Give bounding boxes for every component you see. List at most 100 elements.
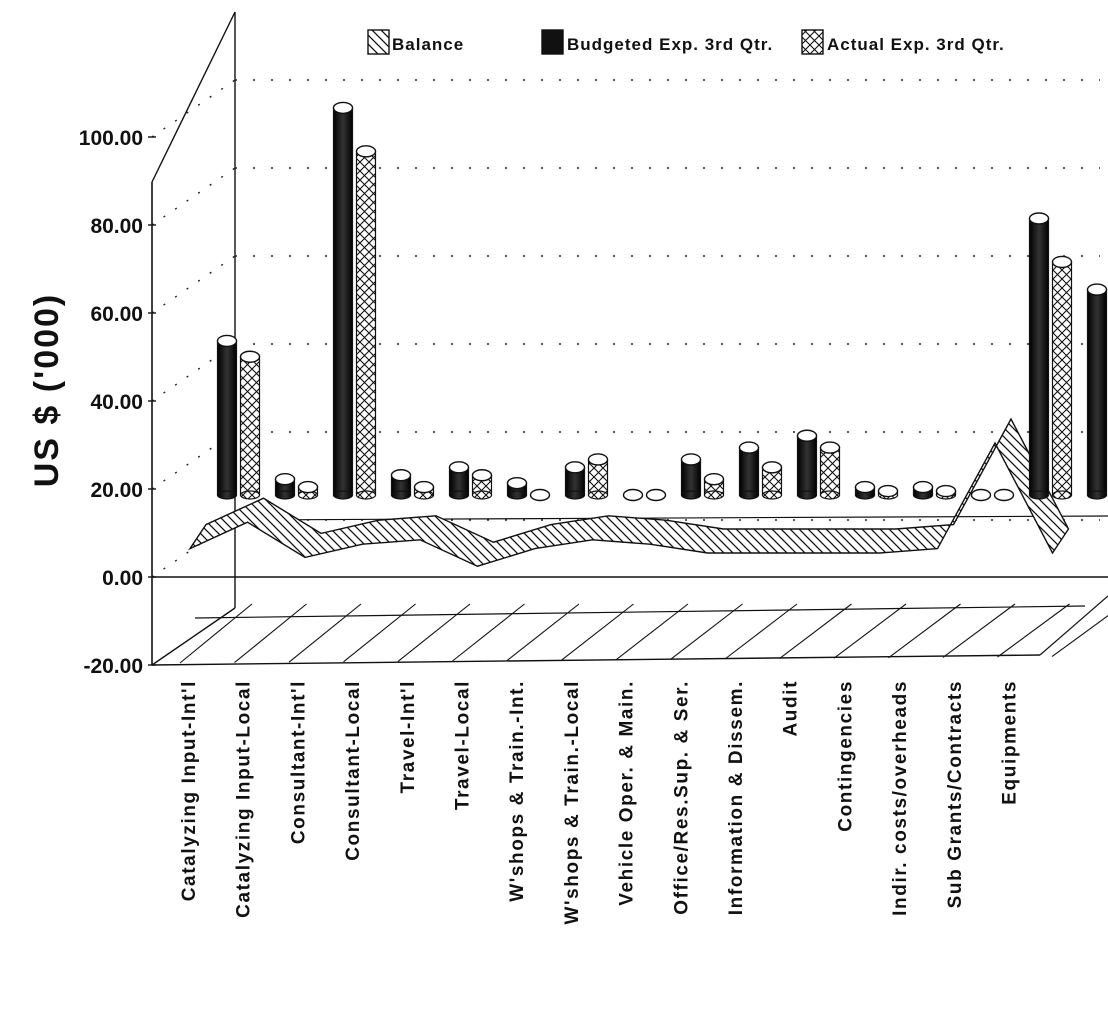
actual-bar-11-cap: [877, 484, 899, 498]
budgeted-bar-10-base: [796, 490, 818, 500]
actual-bar-12-cap: [935, 484, 957, 498]
actual-bar-10: [819, 441, 841, 500]
budgeted-bar-11: [854, 480, 876, 500]
actual-bar-2-body: [355, 150, 377, 496]
budgeted-bar-5-base: [506, 490, 528, 500]
budgeted-bar-15-body: [1086, 289, 1108, 496]
y-tick-label: 60.00: [90, 303, 143, 326]
budgeted-bar-2-cap: [332, 101, 354, 115]
budgeted-bar-2-body: [332, 107, 354, 496]
actual-bar-2-base: [355, 490, 377, 500]
floor-divider: [833, 603, 907, 659]
floor-divider: [670, 603, 743, 660]
budgeted-bar-10-cap: [796, 429, 818, 442]
legend-swatch-budgeted: [541, 29, 564, 55]
budgeted-bar-3-cap: [390, 469, 412, 482]
budgeted-bar-14-cap: [1028, 212, 1050, 225]
budgeted-bar-8-base: [680, 490, 702, 500]
floor-mid-edge: [194, 605, 1086, 619]
x-tick-label: Information & Dissem.: [726, 680, 747, 915]
budgeted-bar-13: [970, 488, 992, 502]
actual-bar-10-cap: [819, 441, 841, 454]
actual-bar-9-cap: [761, 461, 783, 474]
budgeted-bar-3: [390, 469, 412, 500]
y-tick-label: 100.00: [79, 127, 143, 150]
actual-bar-4: [471, 469, 493, 500]
bottom-depth-edge: [151, 607, 236, 666]
budgeted-bar-14-body: [1028, 217, 1050, 496]
budgeted-bar-15-base: [1086, 490, 1108, 500]
budgeted-bar-9-base: [738, 490, 760, 500]
budgeted-bar-0-body: [216, 340, 238, 496]
budgeted-bar-7-cap: [622, 488, 644, 502]
gridline-side: [151, 167, 236, 226]
x-tick-label: Contingencies: [835, 680, 856, 832]
legend: Balance Budgeted Exp. 3rd Qtr. Actual Ex…: [367, 29, 1005, 55]
budgeted-bar-5-cap: [506, 476, 528, 490]
floor-divider: [615, 603, 689, 661]
budgeted-bar-6-base: [564, 490, 586, 500]
x-tick-label: Equipments: [1000, 680, 1021, 805]
actual-bar-8-base: [703, 490, 725, 500]
actual-bar-7: [645, 488, 667, 502]
budgeted-bar-6: [564, 461, 586, 500]
floor-divider: [779, 603, 852, 660]
budgeted-bar-2: [332, 101, 354, 500]
x-tick-label: W'shops & Train.-Local: [562, 680, 583, 925]
legend-label-actual: Actual Exp. 3rd Qtr.: [827, 35, 1005, 54]
floor-divider: [506, 603, 580, 662]
budgeted-bar-12: [912, 480, 934, 500]
floor-divider: [234, 603, 307, 664]
actual-bar-0-base: [239, 490, 261, 500]
budgeted-bar-1-base: [274, 490, 296, 500]
y-tick-label: 80.00: [90, 215, 143, 238]
budgeted-bar-14: [1028, 212, 1050, 500]
top-depth-edge: [151, 11, 236, 183]
actual-bar-4-cap: [471, 469, 493, 482]
budgeted-bar-0-cap: [216, 334, 238, 348]
actual-bar-6-cap: [587, 453, 609, 466]
actual-bar-14-cap: [1051, 255, 1073, 269]
floor-front-edge: [151, 654, 1041, 666]
budgeted-bar-6-cap: [564, 461, 586, 474]
actual-bar-2: [355, 145, 377, 500]
actual-bar-14-base: [1051, 490, 1073, 500]
x-tick-label: Travel-Local: [453, 680, 474, 810]
budgeted-bar-12-cap: [912, 480, 934, 494]
balance-ribbon-surface: [188, 417, 1070, 567]
x-tick-label: Catalyzing Input-Int'l: [179, 680, 200, 901]
actual-bar-14: [1051, 255, 1073, 500]
legend-swatch-balance: [367, 29, 390, 55]
budgeted-bar-8: [680, 453, 702, 500]
chart-floor: [151, 595, 1108, 666]
budgeted-bar-2-base: [332, 490, 354, 500]
x-tick-label: W'shops & Train.-Int.: [507, 680, 528, 902]
floor-divider: [1051, 615, 1108, 658]
floor-divider: [997, 603, 1070, 658]
actual-bar-12: [935, 484, 957, 500]
budgeted-bar-0-base: [216, 490, 238, 500]
budgeted-bar-1: [274, 473, 296, 500]
actual-bar-10-base: [819, 490, 841, 500]
floor-divider: [288, 603, 362, 663]
actual-bar-1-cap: [297, 480, 319, 494]
actual-bar-4-base: [471, 490, 493, 500]
y-axis-label: US $ ('000): [28, 293, 66, 488]
budgeted-bar-0: [216, 334, 238, 500]
budgeted-bar-13-cap: [970, 488, 992, 502]
budgeted-bar-9: [738, 441, 760, 500]
budgeted-bar-3-base: [390, 490, 412, 500]
y-tick-label: 0.00: [102, 567, 143, 590]
x-tick-label: Consultant-Local: [343, 680, 364, 861]
budgeted-bar-4-cap: [448, 461, 470, 474]
actual-bar-13: [993, 488, 1015, 502]
actual-bar-8: [703, 473, 725, 500]
budgeted-bar-10-body: [796, 435, 818, 496]
actual-bar-14-body: [1051, 261, 1073, 496]
budgeted-bar-15: [1086, 283, 1108, 500]
budgeted-bar-9-body: [738, 447, 760, 496]
actual-bar-2-cap: [355, 145, 377, 158]
x-tick-label: Vehicle Oper. & Main.: [617, 680, 638, 906]
floor-divider: [888, 603, 961, 659]
